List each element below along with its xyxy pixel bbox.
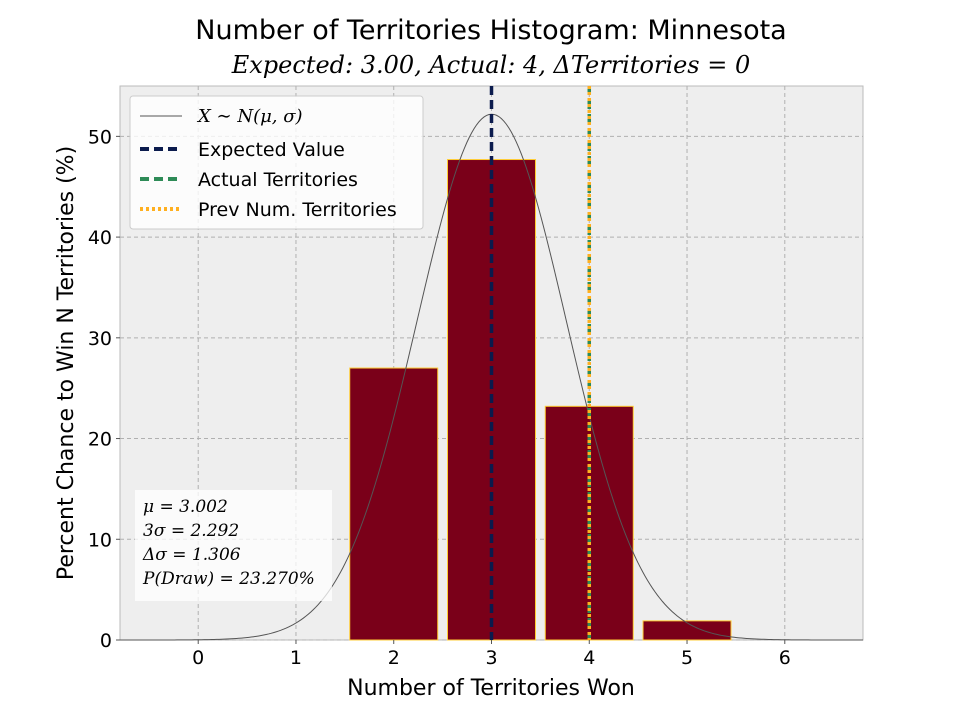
stats-box: μ = 3.002 3σ = 2.292 Δσ = 1.306 P(Draw) …	[135, 490, 332, 601]
stat-mu: μ = 3.002	[143, 497, 228, 517]
x-axis-label: Number of Territories Won	[347, 676, 635, 701]
vertical-lines	[489, 86, 592, 640]
y-tick-label: 30	[88, 328, 112, 350]
legend: X ∼ N(μ, σ) Expected Value Actual Territ…	[129, 95, 424, 230]
legend-label-actual: Actual Territories	[198, 169, 358, 191]
bar-5	[642, 620, 732, 641]
legend-label-normal: X ∼ N(μ, σ)	[196, 106, 303, 127]
y-tick-label: 40	[88, 227, 112, 249]
legend-label-prev: Prev Num. Territories	[198, 199, 397, 221]
x-tick-label: 1	[290, 647, 302, 669]
chart-subtitle: Expected: 3.00, Actual: 4, ΔTerritories …	[231, 51, 750, 79]
y-tick-label: 20	[88, 429, 112, 451]
x-tick-label: 0	[192, 647, 204, 669]
x-tick-label: 6	[779, 647, 791, 669]
x-tick-label: 2	[388, 647, 400, 669]
y-tick-label: 0	[100, 630, 112, 652]
x-tick-label: 3	[485, 647, 497, 669]
bar-2	[349, 367, 439, 641]
x-tick-label: 5	[681, 647, 693, 669]
chart-title: Number of Territories Histogram: Minneso…	[195, 15, 786, 46]
stat-p-draw: P(Draw) = 23.270%	[142, 569, 315, 589]
x-tick-label: 4	[583, 647, 595, 669]
y-tick-label: 50	[88, 126, 112, 148]
stat-3sigma: 3σ = 2.292	[143, 521, 239, 541]
legend-box	[129, 95, 424, 230]
legend-label-expected: Expected Value	[198, 139, 345, 161]
tick-labels: 0 1 2 3 4 5 6 0 10 20 30 40 50	[88, 126, 791, 669]
stat-delta-sigma: Δσ = 1.306	[142, 545, 241, 565]
y-tick-label: 10	[88, 529, 112, 551]
y-axis-label: Percent Chance to Win N Territories (%)	[54, 146, 79, 580]
stats-box-background	[135, 490, 332, 601]
